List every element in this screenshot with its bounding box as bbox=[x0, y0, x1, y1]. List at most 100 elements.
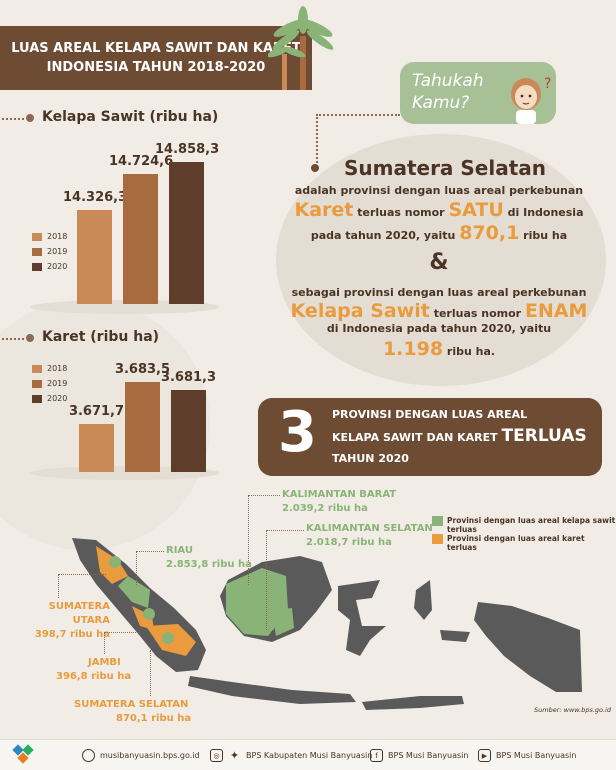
prov-value: 870,1 ribu ha bbox=[116, 713, 192, 724]
bar-2020 bbox=[169, 162, 204, 304]
sawit-chart-title: Kelapa Sawit (ribu ha) bbox=[42, 109, 219, 125]
top3-line-3: TAHUN 2020 bbox=[332, 452, 409, 465]
title-banner: LUAS AREAL KELAPA SAWIT DAN KARET INDONE… bbox=[0, 26, 312, 90]
legend-2019: 2019 bbox=[32, 247, 67, 256]
legend-sawit-swatch bbox=[432, 516, 443, 526]
enam-word: ENAM bbox=[524, 300, 588, 322]
sawit-word: Kelapa Sawit bbox=[290, 300, 430, 322]
bar-2019 bbox=[125, 382, 160, 472]
label-kalimantan-barat: KALIMANTAN BARAT 2.039,2 ribu ha bbox=[282, 488, 396, 516]
legend-swatch bbox=[32, 379, 42, 388]
footer: musibanyuasin.bps.go.id ◎ ✦ BPS Kabupate… bbox=[0, 739, 616, 770]
karet-bullet bbox=[26, 334, 34, 342]
fact-background bbox=[276, 134, 606, 386]
legend-swatch bbox=[32, 232, 42, 241]
prov-value: 398,7 ribu ha bbox=[34, 629, 110, 640]
fact-line-3: di Indonesia pada tahun 2020, yaitu bbox=[326, 322, 552, 335]
legend-2018: 2018 bbox=[32, 364, 67, 373]
connector-kalsel-v bbox=[266, 530, 267, 630]
fact-bullet bbox=[311, 164, 319, 172]
legend-swatch bbox=[32, 394, 42, 403]
website-label: musibanyuasin.bps.go.id bbox=[100, 751, 200, 760]
social-label: BPS Kabupaten Musi Banyuasin bbox=[246, 751, 373, 760]
sulawesi-island bbox=[338, 580, 386, 656]
footer-facebook[interactable]: f BPS Musi Banyuasin bbox=[370, 749, 468, 762]
ribu-ha-text: ribu ha bbox=[523, 229, 568, 242]
prov-name: SUMATERA UTARA bbox=[48, 601, 110, 626]
jambi-region bbox=[132, 606, 154, 630]
twitter-icon: ✦ bbox=[229, 749, 240, 762]
legend-karet-swatch bbox=[432, 534, 443, 544]
fact-connector-v bbox=[316, 114, 318, 170]
legend-label: 2020 bbox=[47, 394, 68, 403]
youtube-icon: ▶ bbox=[478, 749, 491, 762]
legend-sawit-label: Provinsi dengan luas areal kelapa sawit … bbox=[447, 516, 616, 534]
connector-sumsel-v bbox=[150, 650, 151, 696]
footer-website[interactable]: musibanyuasin.bps.go.id bbox=[82, 749, 200, 762]
connector-jambi bbox=[104, 632, 140, 633]
ribu-ha-text: ribu ha. bbox=[446, 345, 496, 358]
top3-terluas: TERLUAS bbox=[501, 426, 587, 446]
instagram-icon: ◎ bbox=[210, 749, 223, 762]
bar-2018 bbox=[79, 424, 114, 472]
bar-value-label: 3.683,5 bbox=[114, 362, 171, 377]
java-island bbox=[188, 676, 356, 704]
connector-kalbar-v bbox=[248, 495, 249, 585]
connector-jambi-v bbox=[104, 632, 105, 654]
label-jambi: JAMBI 396,8 ribu ha bbox=[56, 656, 131, 684]
prov-name: KALIMANTAN SELATAN bbox=[306, 523, 433, 534]
bar-value-label: 14.858,3 bbox=[155, 142, 220, 157]
pada-tahun-text: pada tahun 2020, yaitu bbox=[310, 229, 456, 242]
connector-kalsel bbox=[266, 530, 304, 531]
legend-label: 2019 bbox=[47, 379, 68, 388]
top3-line-1: PROVINSI DENGAN LUAS AREAL bbox=[332, 408, 528, 421]
papua-island bbox=[474, 602, 582, 692]
youtube-label: BPS Musi Banyuasin bbox=[496, 751, 577, 760]
facebook-icon: f bbox=[370, 749, 383, 762]
fact-karet-row: Karet terluas nomor SATU di Indonesia bbox=[262, 199, 616, 221]
title-line-2: INDONESIA TAHUN 2018-2020 bbox=[46, 60, 266, 75]
prov-name: SUMATERA SELATAN bbox=[74, 699, 189, 710]
svg-text:?: ? bbox=[544, 76, 551, 92]
karet-word: Karet bbox=[294, 199, 354, 221]
label-kalimantan-selatan: KALIMANTAN SELATAN 2.018,7 ribu ha bbox=[306, 522, 433, 550]
title-line-1: LUAS AREAL KELAPA SAWIT DAN KARET bbox=[11, 41, 301, 56]
footer-youtube[interactable]: ▶ BPS Musi Banyuasin bbox=[478, 749, 576, 762]
di-indonesia-text: di Indonesia bbox=[507, 206, 584, 219]
karet-pointer-line bbox=[2, 338, 24, 340]
terluas-nomor-text: terluas nomor bbox=[433, 307, 522, 320]
fact-connector-h bbox=[316, 114, 400, 116]
palm-marker-icon bbox=[109, 556, 275, 644]
connector-riau bbox=[136, 551, 164, 552]
legend-2019: 2019 bbox=[32, 379, 67, 388]
legend-label: 2020 bbox=[47, 262, 68, 271]
prov-value: 2.018,7 ribu ha bbox=[306, 537, 392, 548]
globe-icon bbox=[82, 749, 95, 762]
fact-karet-value-row: pada tahun 2020, yaitu 870,1 ribu ha bbox=[262, 222, 616, 244]
fact-sawit-value-row: 1.198 ribu ha. bbox=[262, 338, 616, 360]
bar-value-label: 3.671,7 bbox=[68, 404, 125, 419]
fact-province: Sumatera Selatan bbox=[343, 156, 547, 180]
prov-value: 396,8 ribu ha bbox=[56, 671, 132, 682]
palm-tree-icon bbox=[268, 6, 334, 90]
kalimantan-barat-region bbox=[226, 568, 288, 636]
bar-value-label: 14.326,3 bbox=[63, 190, 128, 205]
bar-2018 bbox=[77, 210, 112, 304]
bar-2020 bbox=[171, 389, 206, 472]
legend-2018: 2018 bbox=[32, 232, 67, 241]
connector-riau-v bbox=[136, 551, 137, 585]
fact-sawit-row: Kelapa Sawit terluas nomor ENAM bbox=[262, 300, 616, 322]
label-sumatera-selatan: SUMATERA SELATAN 870,1 ribu ha bbox=[74, 698, 191, 726]
nusa-tenggara-islands bbox=[362, 696, 464, 710]
bar-value-label: 3.681,3 bbox=[160, 369, 217, 385]
footer-social-1[interactable]: ◎ ✦ BPS Kabupaten Musi Banyuasin bbox=[210, 749, 372, 762]
legend-label: 2018 bbox=[47, 364, 68, 373]
top3-line-2: KELAPA SAWIT DAN KARET TERLUAS bbox=[332, 426, 587, 446]
source-note: Sumber: www.bps.go.id bbox=[534, 706, 612, 714]
ampersand: & bbox=[429, 250, 449, 275]
prov-name: JAMBI bbox=[88, 657, 121, 668]
terluas-nomor-text: terluas nomor bbox=[357, 206, 445, 219]
prov-value: 2.039,2 ribu ha bbox=[282, 503, 368, 514]
legend-karet-label: Provinsi dengan luas areal karet terluas bbox=[447, 534, 585, 552]
label-sumatera-utara: SUMATERA UTARA 398,7 ribu ha bbox=[10, 600, 110, 642]
